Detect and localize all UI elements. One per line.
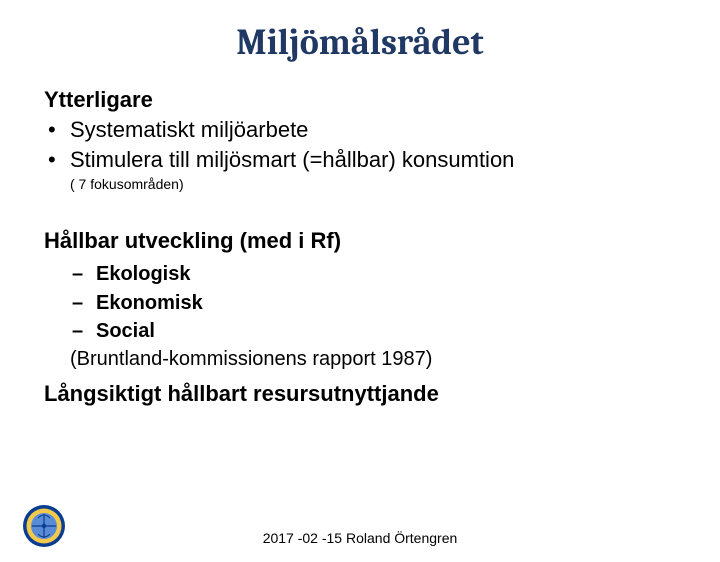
list-item: Ekologisk [70, 260, 676, 288]
section3-heading: Långsiktigt hållbart resursutnyttjande [44, 381, 676, 407]
section1-heading: Ytterligare [44, 87, 676, 113]
footer-text: 2017 -02 -15 Roland Örtengren [0, 530, 720, 546]
list-item: Social [70, 317, 676, 345]
list-item: Ekonomisk [70, 289, 676, 317]
section2-paren: (Bruntland-kommissionens rapport 1987) [44, 348, 676, 371]
list-item: Stimulera till miljösmart (=hållbar) kon… [44, 145, 676, 175]
slide: Miljömålsrådet Ytterligare Systematiskt … [0, 22, 720, 562]
slide-content: Ytterligare Systematiskt miljöarbete Sti… [0, 87, 720, 407]
list-item: Systematiskt miljöarbete [44, 115, 676, 145]
section2-heading: Hållbar utveckling (med i Rf) [44, 228, 676, 254]
section1-note: ( 7 fokusområden) [44, 176, 676, 192]
slide-title: Miljömålsrådet [0, 22, 720, 63]
section1-list: Systematiskt miljöarbete Stimulera till … [44, 115, 676, 174]
section2-sublist: Ekologisk Ekonomisk Social [44, 260, 676, 345]
